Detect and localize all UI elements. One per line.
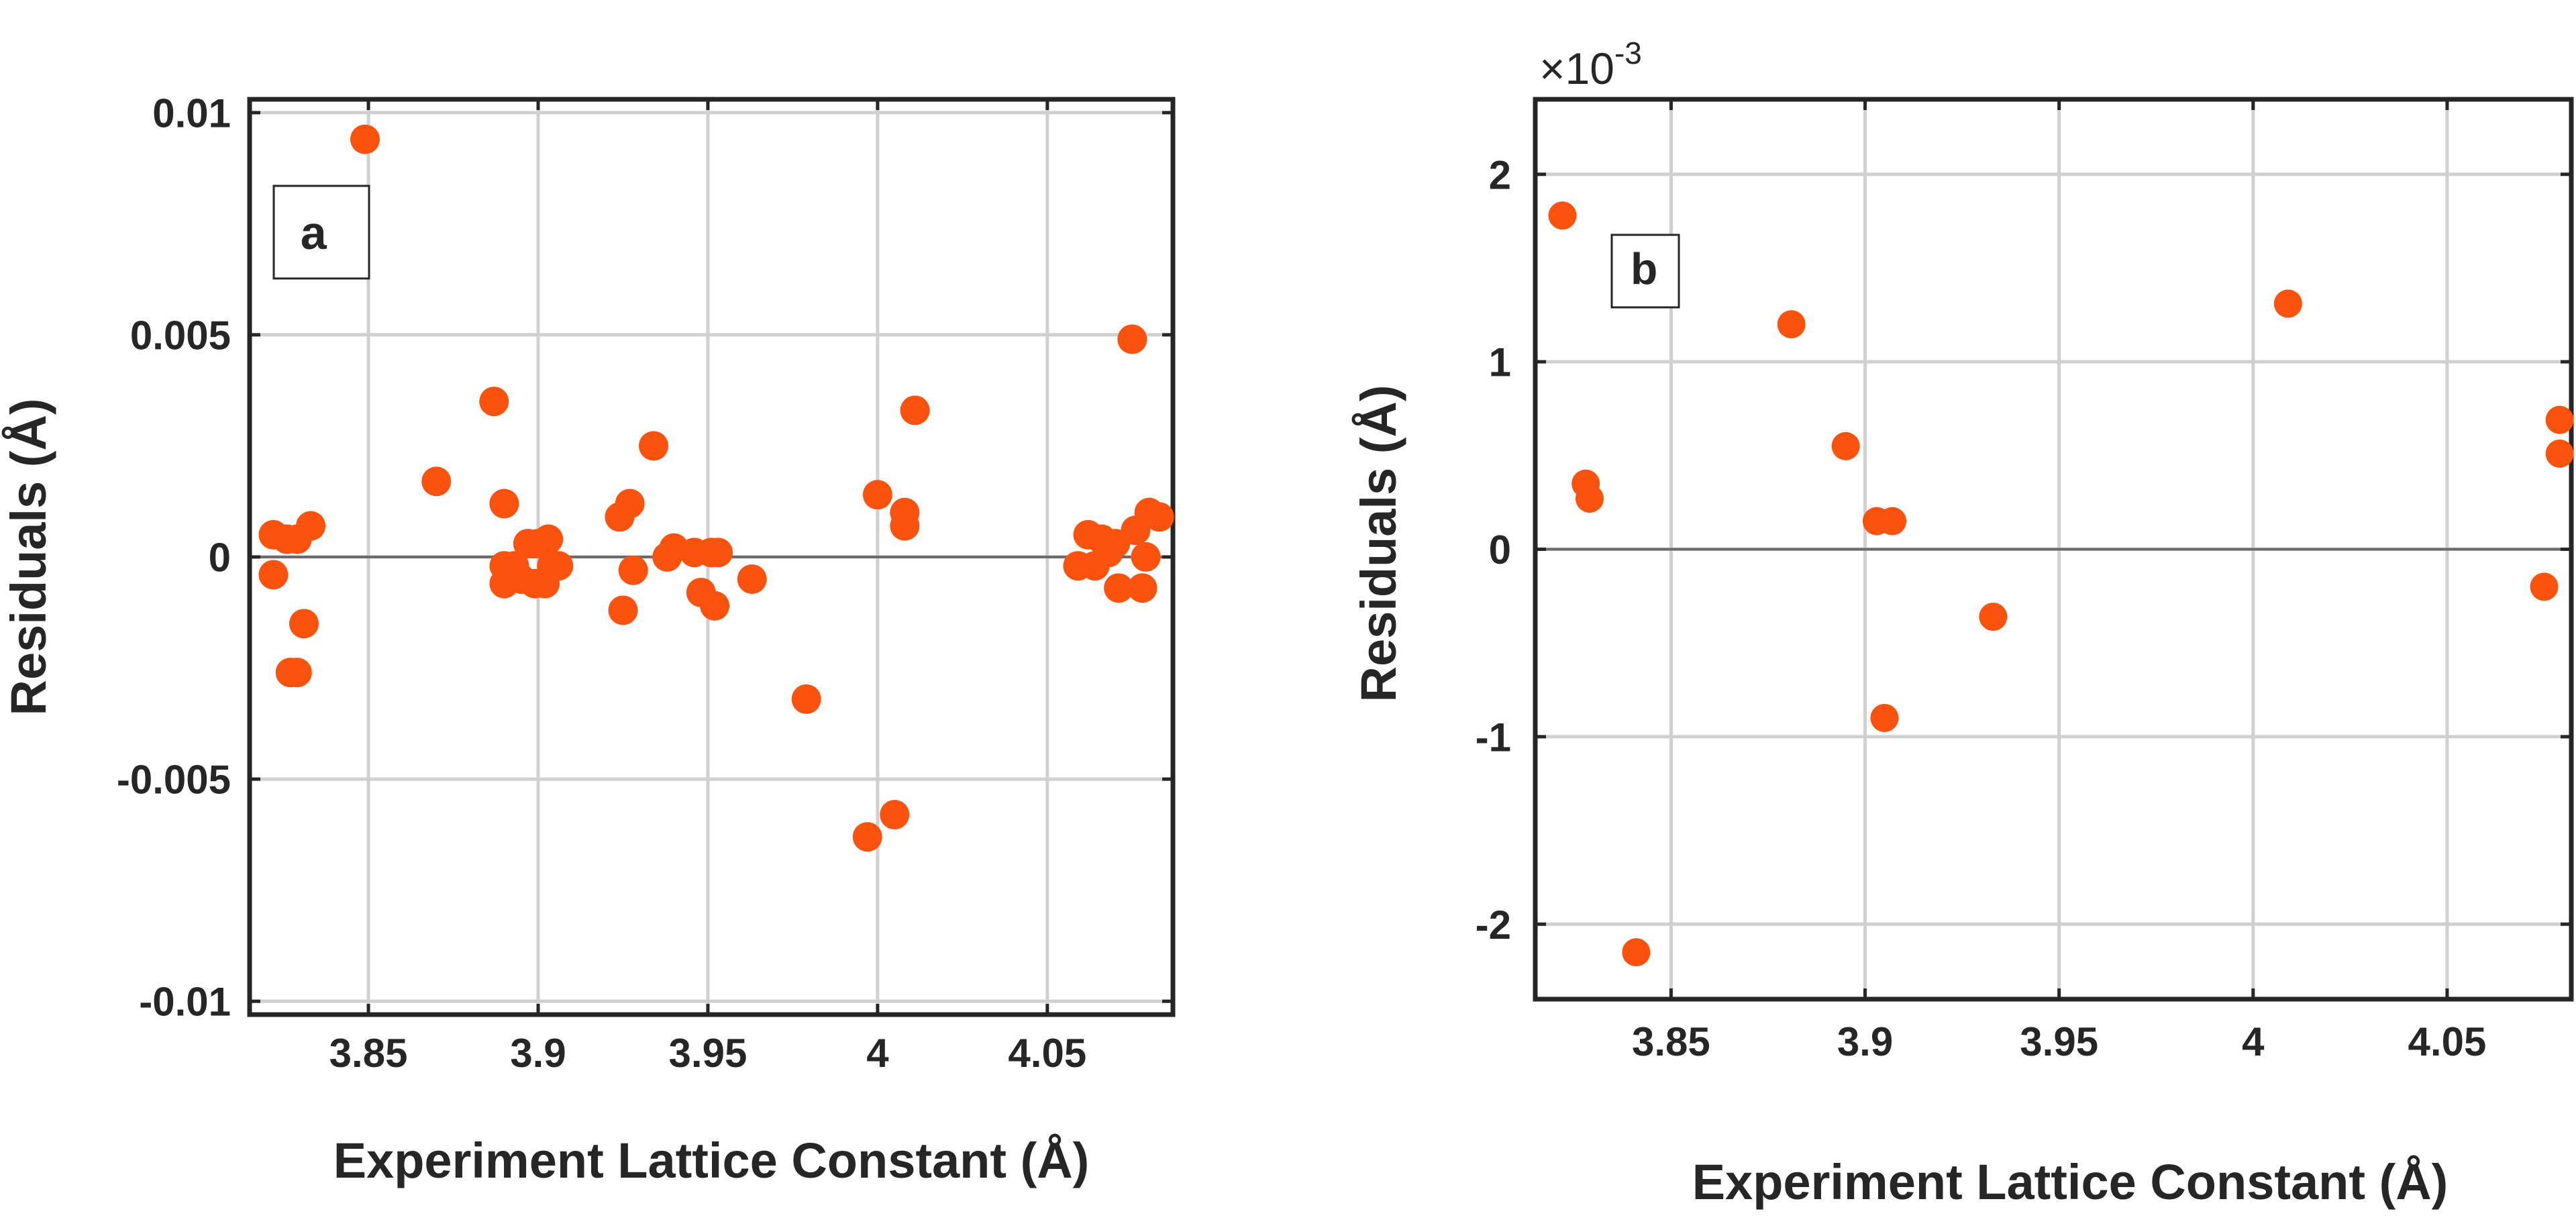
exponent-label: ×10-3 [1539,36,1642,93]
data-point [533,524,564,554]
data-point [1127,573,1157,603]
data-point [2545,440,2574,468]
data-point [2273,289,2302,318]
x-tick-label: 3.9 [1837,1019,1893,1064]
data-point [852,822,882,852]
data-point [289,609,319,639]
y-tick-label: 2 [1489,152,1511,197]
data-point [258,560,289,590]
data-point [1878,507,1907,535]
data-point [1575,484,1604,513]
data-point [615,489,645,519]
x-tick-label: 4 [2242,1019,2265,1064]
data-point [2530,572,2559,601]
x-tick-label: 3.9 [510,1031,566,1076]
y-axis-label: Residuals (Å) [1351,385,1406,703]
data-point [703,537,733,568]
exponent-base: ×10 [1539,44,1614,93]
y-tick-label: -0.005 [117,758,231,803]
y-tick-label: 0 [1489,527,1511,572]
y-axis-label: Residuals (Å) [1,399,56,716]
data-point [350,124,380,154]
data-point [479,387,509,417]
data-point [791,684,821,714]
data-point [700,591,730,621]
panel-label-box [1610,234,1680,309]
data-point [2545,405,2574,434]
exponent-power: -3 [1614,36,1642,70]
data-point [639,431,668,461]
data-point [1548,201,1577,230]
data-point [1104,573,1134,603]
x-tick-label: 3.85 [329,1031,408,1076]
data-point [282,658,312,688]
x-tick-label: 3.95 [669,1031,748,1076]
data-point [618,555,648,585]
data-point [880,800,910,830]
x-tick-label: 3.85 [1632,1019,1710,1064]
x-tick-label: 3.95 [2020,1019,2098,1064]
x-tick-label: 4.05 [1008,1031,1086,1076]
data-point [1777,310,1806,339]
panel-label-box [272,185,370,280]
panel-b: 3.85 3.9 3.95 4 4.05 -2 -1 0 1 2 b Experiment Latti… [1351,36,2574,1210]
panel-label: b [1631,244,1657,293]
data-point [296,511,326,541]
x-tick-label: 4 [866,1031,889,1076]
data-point [489,489,519,519]
y-tick-label: -0.01 [139,980,231,1025]
panel-a: 3.85 3.9 3.95 4 4.05 -0.01 -0.005 0 0.005 0.01 a Ex… [1,91,1176,1188]
data-point [421,466,452,497]
data-point [862,480,892,510]
y-tick-label: 1 [1489,340,1511,385]
data-point [1831,431,1860,460]
data-point [900,395,930,425]
data-point [608,595,638,625]
data-point [1622,938,1651,967]
data-point [1117,324,1147,354]
x-axis-label: Experiment Lattice Constant (Å) [333,1133,1090,1188]
data-point [1979,603,2008,631]
y-tick-label: -1 [1476,715,1511,760]
data-point [737,564,767,595]
y-tick-label: 0.01 [152,91,231,136]
data-point [1131,542,1161,572]
y-tick-label: 0 [209,535,231,580]
y-tick-label: -2 [1476,903,1511,947]
data-point [544,551,574,581]
data-point [890,511,920,541]
y-tick-label: 0.005 [130,313,231,358]
panel-label: a [301,207,327,259]
data-point [1870,703,1899,732]
data-point [1144,502,1174,532]
x-tick-label: 4.05 [2408,1019,2487,1064]
x-axis-label: Experiment Lattice Constant (Å) [1692,1154,2449,1210]
